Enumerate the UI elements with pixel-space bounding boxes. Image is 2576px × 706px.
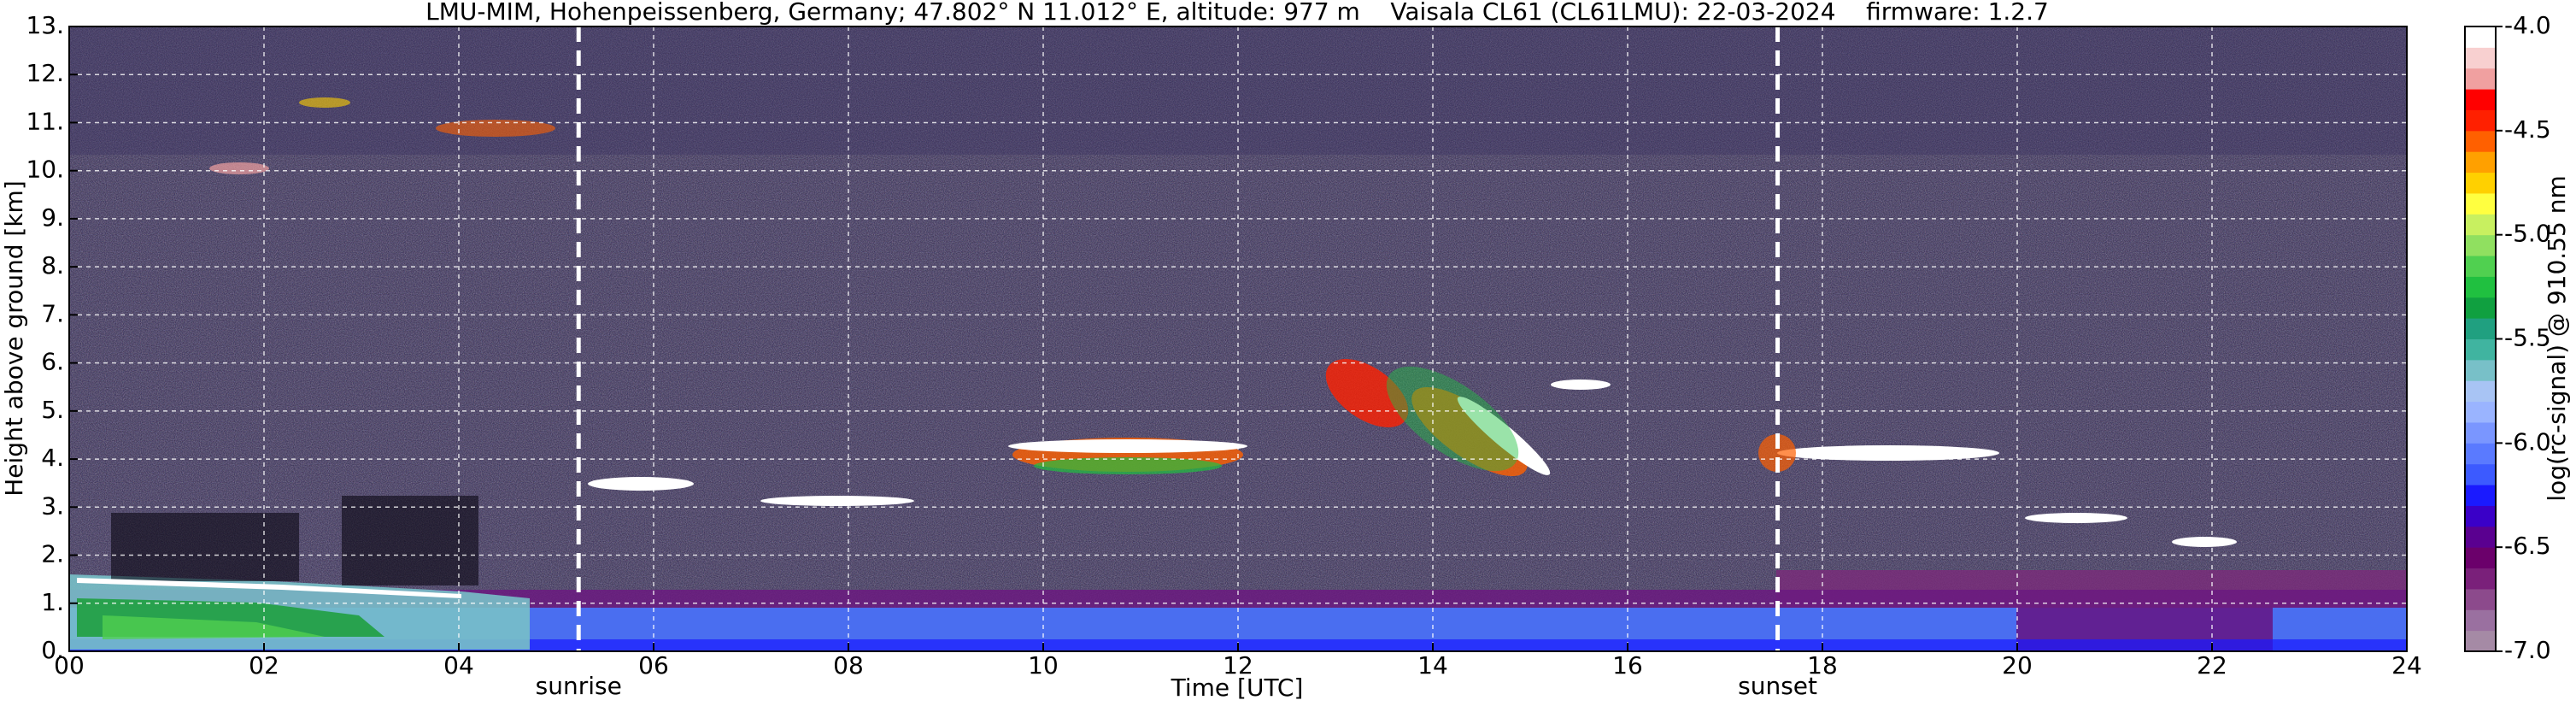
colorbar-swatch: [2465, 443, 2496, 465]
colorbar-swatch: [2465, 256, 2496, 277]
annotation-label: sunrise: [536, 672, 622, 700]
colorbar-swatch: [2465, 421, 2496, 444]
colorbar-swatch: [2465, 359, 2496, 381]
colorbar-swatch: [2465, 485, 2496, 506]
x-tick-label: 12: [1223, 651, 1253, 680]
colorbar-swatch: [2465, 47, 2496, 69]
colorbar-swatch: [2465, 401, 2496, 423]
x-axis-label: Time [UTC]: [1171, 674, 1304, 702]
colorbar-swatch: [2465, 192, 2496, 215]
x-tick-label: 08: [833, 651, 864, 680]
y-tick-label: 5.: [41, 396, 64, 424]
colorbar-swatch: [2465, 547, 2496, 569]
x-tick-label: 24: [2391, 651, 2422, 680]
y-tick-label: 1.: [41, 588, 64, 616]
x-tick-label: 04: [443, 651, 474, 680]
colorbar-swatch: [2465, 68, 2496, 90]
colorbar-swatch: [2465, 380, 2496, 403]
x-tick-label: 10: [1028, 651, 1059, 680]
chart-title: LMU-MIM, Hohenpeissenberg, Germany; 47.8…: [425, 0, 2049, 26]
x-tick-label: 02: [249, 651, 279, 680]
colorbar-swatch: [2465, 172, 2496, 194]
x-tick-label: 18: [1807, 651, 1838, 680]
x-tick-label: 06: [638, 651, 669, 680]
x-tick-label: 00: [54, 651, 85, 680]
y-tick-label: 6.: [41, 348, 64, 376]
colorbar-swatch: [2465, 609, 2496, 632]
y-tick-label: 2.: [41, 540, 64, 568]
colorbar-tick-label: -6.5: [2504, 532, 2551, 560]
colorbar-tick-label: -6.0: [2504, 427, 2551, 456]
y-tick-label: 9.: [41, 203, 64, 232]
colorbar-swatch: [2465, 505, 2496, 527]
colorbar-swatch: [2465, 297, 2496, 319]
colorbar-swatch: [2465, 109, 2496, 132]
y-tick-label: 11.: [26, 107, 64, 135]
y-tick-label: 10.: [26, 156, 64, 184]
colorbar-tick-label: -4.5: [2504, 115, 2551, 144]
colorbar-swatch: [2465, 526, 2496, 548]
colorbar-swatch: [2465, 234, 2496, 256]
x-tick-label: 14: [1417, 651, 1448, 680]
colorbar-swatch: [2465, 26, 2496, 48]
colorbar-swatch: [2465, 151, 2496, 174]
colorbar-swatch: [2465, 588, 2496, 610]
colorbar-swatch: [2465, 463, 2496, 485]
y-tick-label: 0.: [41, 636, 64, 664]
colorbar-swatch: [2465, 338, 2496, 361]
colorbar-label: log(rc-signal) @ 910.55 nm: [2543, 175, 2571, 501]
colorbar-swatch: [2465, 318, 2496, 339]
y-tick-label: 7.: [41, 299, 64, 327]
x-tick-label: 22: [2197, 651, 2227, 680]
axes: 00 02 04 06 08 10 12 14 16 18 20 22 24 0. 1. 2. 3. 4. 5. 6.…: [26, 11, 2550, 700]
y-tick-label: 4.: [41, 444, 64, 472]
y-tick-label: 8.: [41, 251, 64, 279]
y-tick-label: 13.: [26, 11, 64, 39]
colorbar-tick-label: -7.0: [2504, 636, 2551, 664]
colorbar-swatch: [2465, 276, 2496, 298]
x-tick-label: 20: [2002, 651, 2033, 680]
y-tick-label: 3.: [41, 491, 64, 520]
x-tick-label: 16: [1612, 651, 1643, 680]
colorbar-swatch: [2465, 630, 2496, 652]
colorbar-swatch: [2465, 568, 2496, 590]
colorbar-tick-label: -5.0: [2504, 220, 2551, 248]
colorbar-tick-label: -5.5: [2504, 324, 2551, 352]
colorbar-swatch: [2465, 130, 2496, 152]
y-tick-label: 12.: [26, 59, 64, 87]
plot-frame: [68, 26, 2408, 652]
colorbar-swatch: [2465, 214, 2496, 236]
colorbar-tick-label: -4.0: [2504, 11, 2551, 39]
y-axis-label: Height above ground [km]: [0, 180, 28, 497]
colorbar-swatch: [2465, 89, 2496, 110]
annotation-label: sunset: [1738, 672, 1817, 700]
